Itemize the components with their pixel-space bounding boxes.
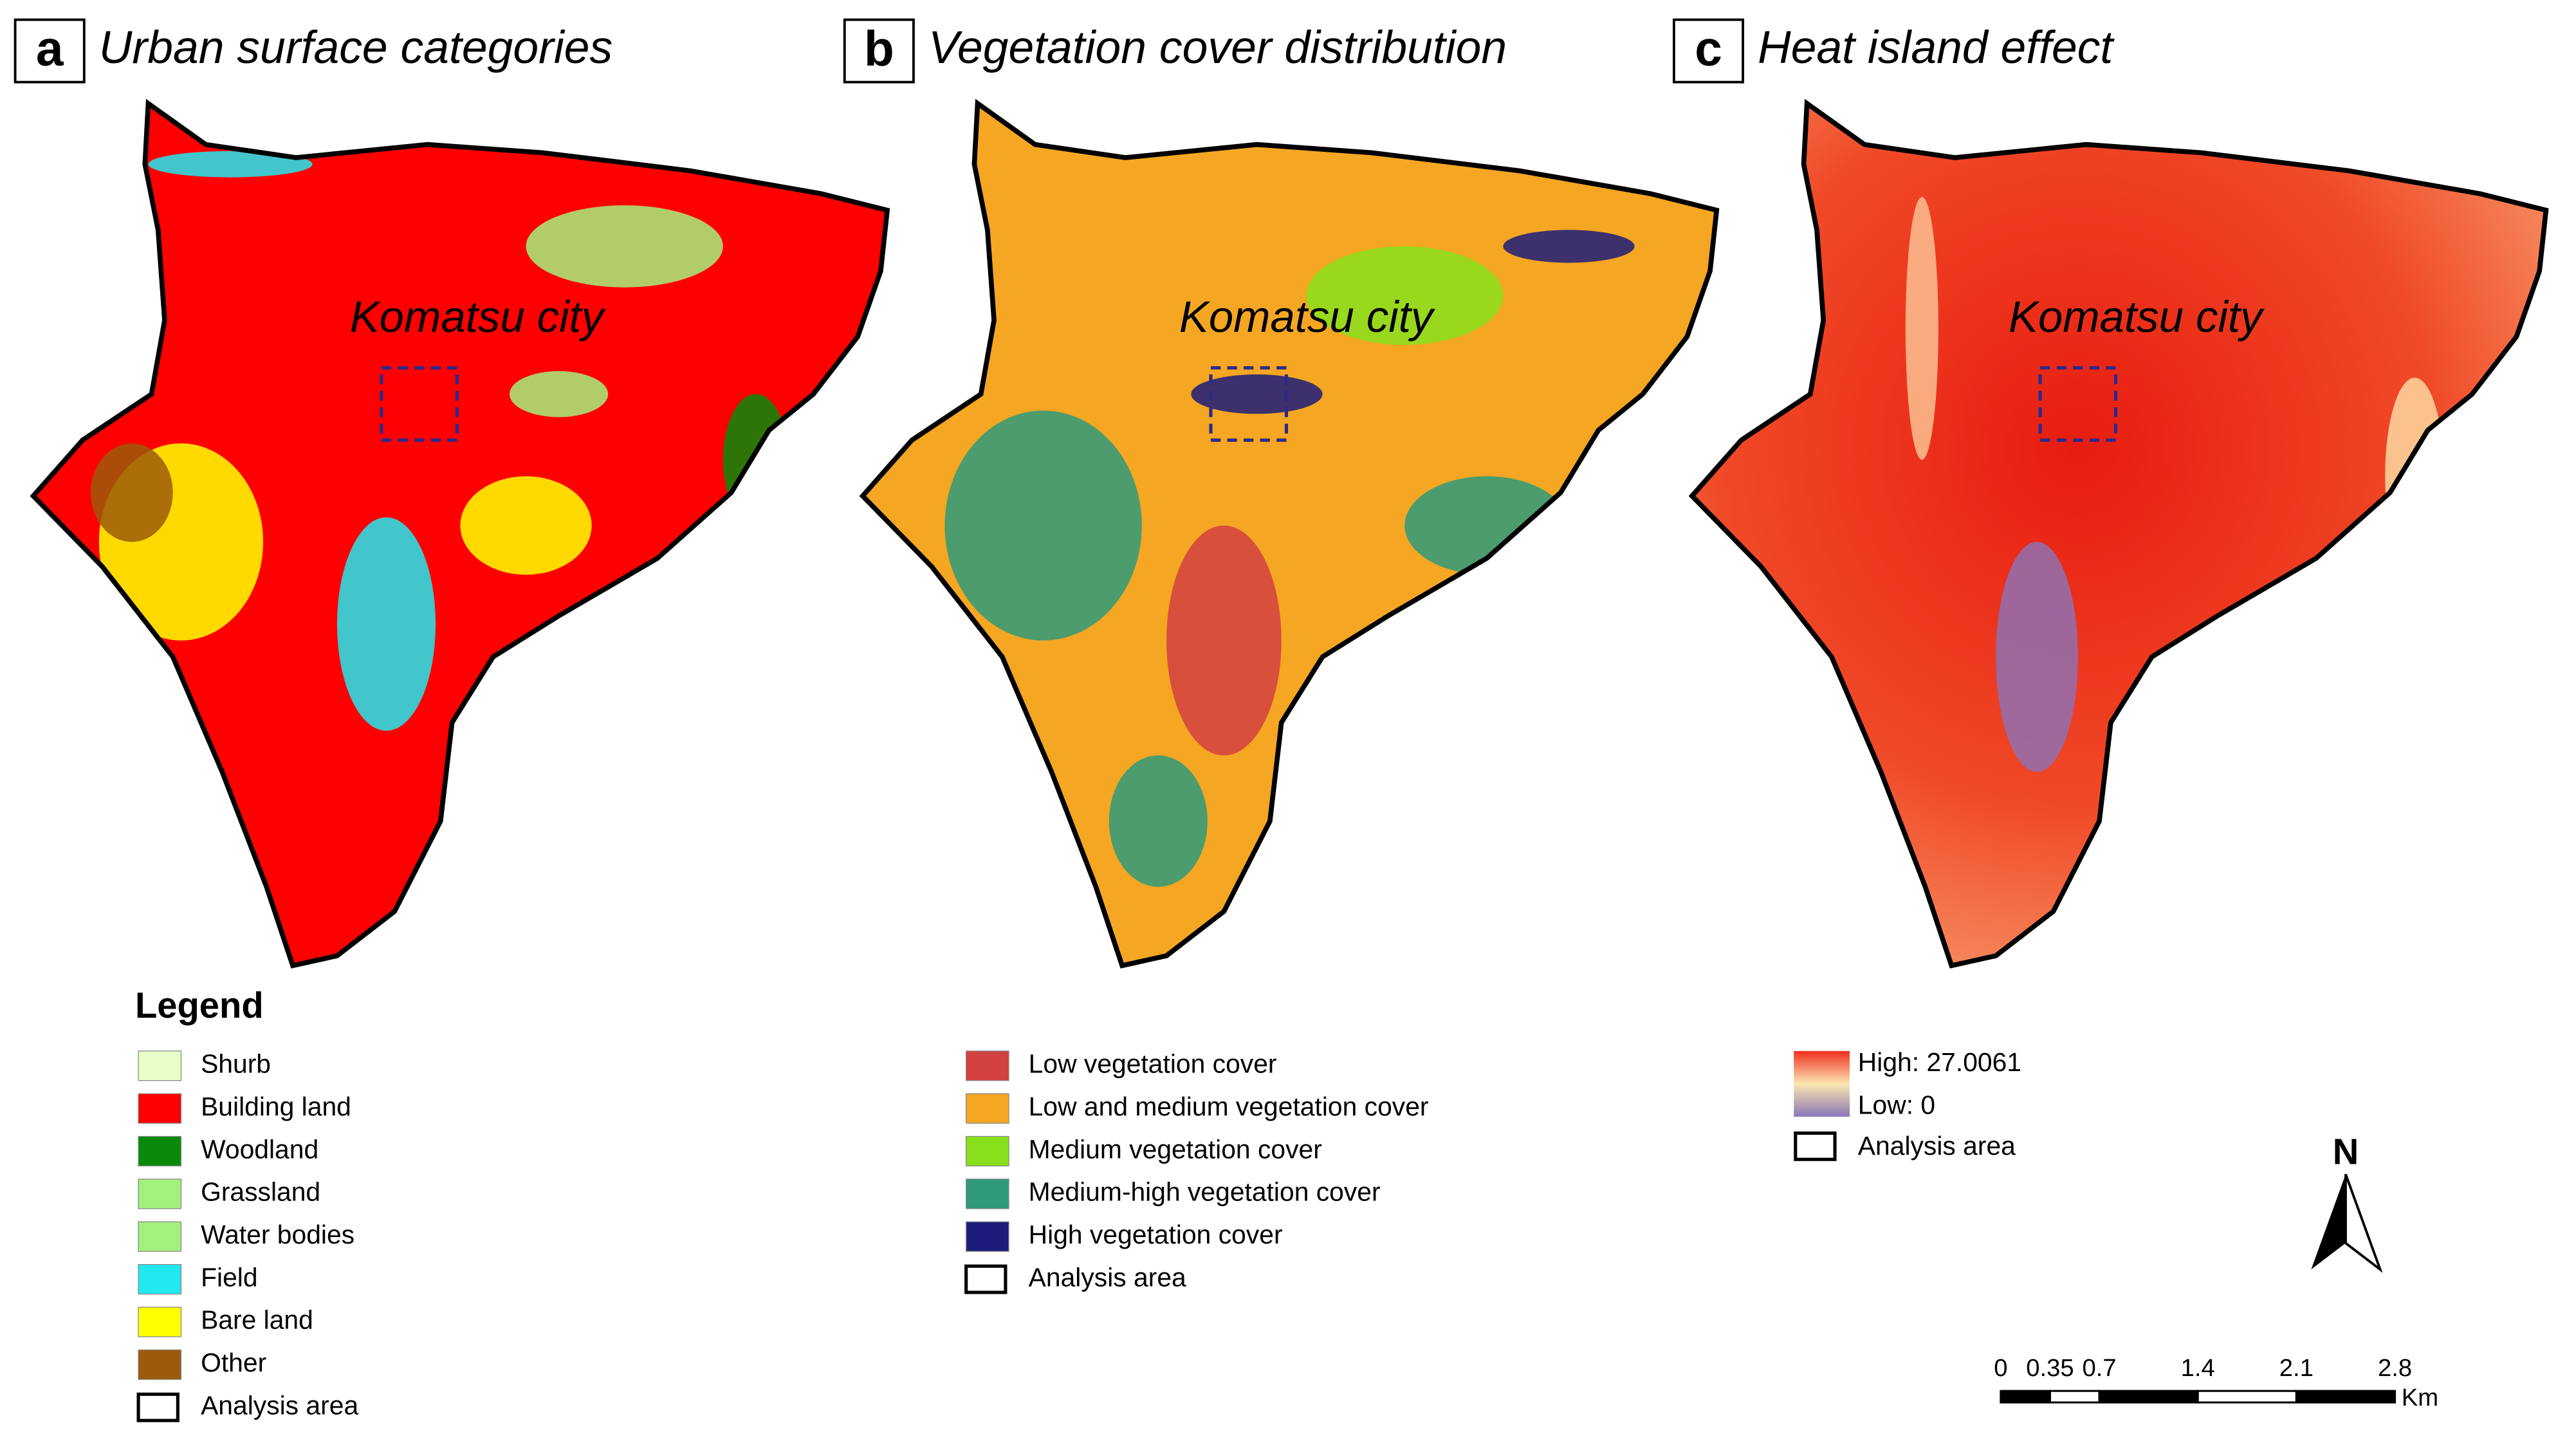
- panel-letter: c: [1695, 22, 1722, 77]
- map-outline: [859, 98, 1720, 969]
- legend-swatch: [966, 1093, 1009, 1124]
- legend-swatch: [138, 1349, 182, 1380]
- map-outline: [1688, 98, 2549, 969]
- scale-tick-label: 0: [1994, 1354, 2007, 1382]
- legend-title: Legend: [135, 985, 264, 1025]
- legend-label: Bare land: [201, 1305, 313, 1335]
- legend-swatch: [138, 1307, 182, 1337]
- legend-swatch: [966, 1221, 1009, 1252]
- legend-swatch: [136, 1392, 179, 1422]
- scale-segment: [2000, 1390, 2052, 1404]
- legend-swatch: [138, 1093, 182, 1124]
- panel-letter-box: [14, 18, 86, 84]
- legend-label: High vegetation cover: [1029, 1220, 1283, 1249]
- map-patch: [1191, 374, 1323, 414]
- scale-tick-label: 0.7: [2082, 1354, 2116, 1382]
- panel-title: Heat island effect: [1758, 22, 2115, 73]
- panel-title: Urban surface categories: [99, 22, 612, 73]
- scale-segment: [2196, 1390, 2297, 1404]
- map-patch: [1109, 755, 1208, 887]
- map-patch: [91, 443, 173, 542]
- map-fill: [1691, 103, 2546, 966]
- map-fill: [862, 103, 1717, 966]
- map-patch: [336, 517, 436, 731]
- panel-letter-box: [843, 18, 915, 84]
- map-patch: [1996, 542, 2078, 772]
- panel-letter-box: [1672, 18, 1745, 84]
- map-patch: [1306, 246, 1504, 345]
- map-panel: a Urban surface categories Komatsu city: [14, 18, 890, 969]
- map-patch: [509, 371, 609, 418]
- heat-high: High: 27.0061: [1858, 1047, 2021, 1077]
- legend-swatch: [138, 1051, 182, 1081]
- legend-label: Low and medium vegetation cover: [1029, 1092, 1429, 1121]
- map-patch: [1166, 525, 1282, 756]
- scale-tick-label: 2.8: [2378, 1354, 2412, 1382]
- map-patch: [944, 410, 1142, 641]
- legend-label: Shurb: [201, 1049, 271, 1079]
- legend-label: Analysis area: [1858, 1131, 2016, 1161]
- legend-swatch: [138, 1179, 182, 1209]
- scale-tick-label: 2.1: [2279, 1354, 2314, 1382]
- map-patch: [1503, 230, 1635, 263]
- legend-label: Field: [201, 1262, 258, 1292]
- legend-label: Water bodies: [201, 1220, 354, 1249]
- legend-label: Medium vegetation cover: [1029, 1134, 1322, 1164]
- analysis-area: [380, 366, 459, 442]
- scale-unit: Km: [2402, 1384, 2438, 1411]
- map-patch: [2385, 378, 2445, 575]
- map-patch: [526, 205, 723, 288]
- map-outline: [30, 98, 890, 969]
- scale-tick-label: 1.4: [2181, 1354, 2215, 1382]
- panel-letter: a: [36, 22, 64, 77]
- map-patch: [148, 151, 313, 178]
- heat-gradient: [1794, 1051, 1850, 1117]
- legend-swatch: [138, 1135, 182, 1167]
- scale-segment: [2098, 1390, 2199, 1404]
- panel-letter: b: [864, 22, 894, 77]
- legend-swatch: [1794, 1131, 1837, 1161]
- scale-segment: [2295, 1390, 2397, 1404]
- analysis-area: [1209, 366, 1289, 442]
- legend-swatch: [966, 1051, 1009, 1081]
- legend-swatch: [966, 1179, 1009, 1209]
- map-patch: [1905, 197, 1938, 460]
- panel-title: Vegetation cover distribution: [928, 22, 1507, 73]
- map-panel: c Heat island effect Komatsu city: [1672, 18, 2549, 969]
- city-label: Komatsu city: [350, 292, 606, 342]
- map-fill: [33, 103, 888, 966]
- legend-label: Analysis area: [1029, 1262, 1186, 1292]
- legend-swatch: [138, 1263, 182, 1295]
- map-patch: [460, 476, 592, 575]
- legend-label: Low vegetation cover: [1029, 1049, 1277, 1079]
- legend-swatch: [966, 1135, 1009, 1167]
- legend-swatch: [964, 1264, 1007, 1294]
- city-label: Komatsu city: [1179, 292, 1435, 342]
- legend-label: Analysis area: [201, 1390, 358, 1420]
- scale-tick-label: 0.35: [2026, 1354, 2074, 1382]
- legend-swatch: [138, 1221, 182, 1252]
- legend-label: Woodland: [201, 1134, 318, 1164]
- city-label: Komatsu city: [2009, 292, 2265, 342]
- north-arrow: [2311, 1173, 2383, 1273]
- map-patch: [722, 394, 789, 526]
- north-label: N: [2333, 1131, 2359, 1171]
- heat-low: Low: 0: [1858, 1090, 1935, 1119]
- legend-label: Other: [201, 1348, 266, 1377]
- analysis-area: [2038, 366, 2118, 442]
- legend-label: Grassland: [201, 1177, 320, 1207]
- scale-segment: [2048, 1390, 2101, 1404]
- legend-label: Building land: [201, 1092, 351, 1121]
- map-panel: b Vegetation cover distribution Komatsu ci…: [843, 18, 1720, 969]
- legend-label: Medium-high vegetation cover: [1029, 1177, 1381, 1207]
